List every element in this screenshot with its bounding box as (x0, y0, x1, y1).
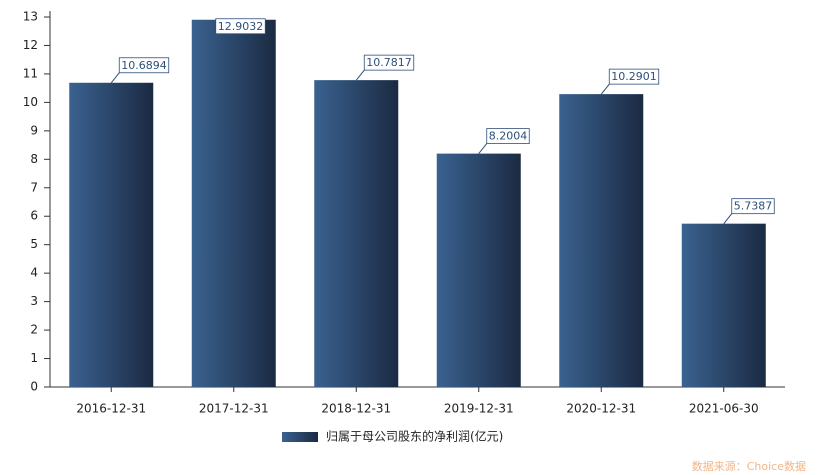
value-label-box (215, 18, 266, 35)
value-label: 8.2004 (489, 130, 528, 143)
bar (559, 94, 644, 387)
y-tick-label: 3 (30, 294, 38, 308)
bar (191, 19, 276, 388)
legend-label: 归属于母公司股东的净利润(亿元) (326, 429, 503, 444)
value-label: 5.7387 (734, 200, 773, 213)
y-tick-label: 12 (23, 38, 38, 52)
value-label-box (486, 128, 530, 145)
x-tick-label: 2017-12-31 (199, 402, 269, 416)
leader-line (110, 72, 120, 84)
bar (69, 82, 154, 387)
value-label-box (608, 68, 660, 85)
value-label: 12.9032 (218, 20, 264, 33)
bar (436, 153, 521, 387)
leader-line (723, 213, 733, 224)
leader-line (478, 143, 488, 154)
x-tick-label: 2019-12-31 (444, 402, 514, 416)
bar (681, 223, 766, 387)
value-label: 10.6894 (121, 59, 167, 72)
legend-swatch (282, 432, 318, 442)
value-label-box (731, 198, 775, 215)
y-tick-label: 11 (23, 66, 38, 80)
value-label: 10.7817 (366, 56, 412, 69)
y-tick-label: 7 (30, 180, 38, 194)
y-tick-label: 0 (30, 380, 38, 394)
bar (314, 80, 399, 387)
value-label-box (363, 54, 415, 71)
y-tick-label: 4 (30, 266, 38, 280)
source: 数据来源：Choice数据 (692, 459, 806, 473)
x-tick-label: 2020-12-31 (566, 402, 636, 416)
y-tick-label: 1 (30, 351, 38, 365)
y-tick-label: 9 (30, 123, 38, 137)
y-tick-label: 6 (30, 209, 38, 223)
value-label: 10.2901 (611, 70, 657, 83)
y-tick-label: 2 (30, 323, 38, 337)
x-tick-label: 2018-12-31 (321, 402, 391, 416)
leader-line (600, 83, 610, 95)
leader-line (355, 69, 365, 81)
y-tick-label: 10 (23, 95, 38, 109)
x-tick-label: 2021-06-30 (689, 402, 759, 416)
x-tick-label: 2016-12-31 (76, 402, 146, 416)
value-label-box (118, 57, 170, 74)
y-tick-label: 5 (30, 237, 38, 251)
y-tick-label: 13 (23, 10, 38, 24)
y-tick-label: 8 (30, 152, 38, 166)
